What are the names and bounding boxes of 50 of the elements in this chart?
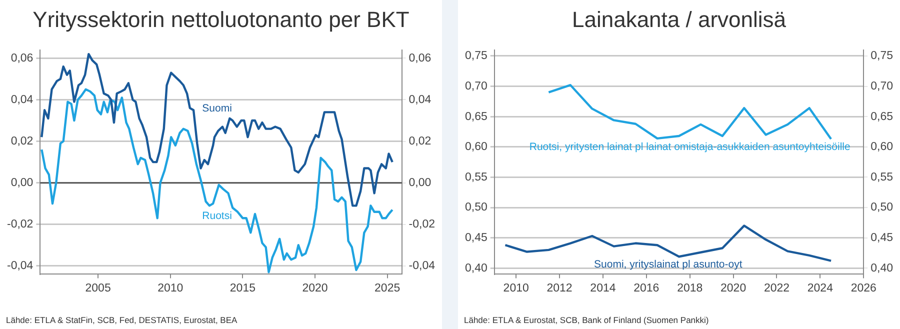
x-tick-label: 2025 (374, 282, 400, 294)
series-label: Ruotsi, yritysten lainat pl lainat omistaja-asukkaiden asuntoyhteisöille (529, 141, 851, 154)
y2-tick-label: 0,40 (870, 262, 894, 274)
y2-tick-label: 0,50 (870, 202, 894, 214)
y-tick-label: -0,04 (6, 260, 34, 272)
series-label: Suomi, yrityslainat pl asunto-oyt (594, 258, 742, 271)
x-tick-label: 2014 (590, 282, 616, 294)
x-tick-label: 2012 (546, 282, 572, 294)
y2-tick-label: 0,02 (408, 135, 432, 148)
text: Lähde: ETLA & Eurostat, SCB, Bank of Finland (Suomen Pankki) (464, 315, 709, 325)
y2-tick-label: 0,60 (870, 141, 894, 154)
y-tick-label: 0,06 (10, 52, 34, 64)
x-tick-label: 2010 (158, 282, 184, 294)
y2-tick-label: -0,02 (408, 218, 436, 231)
y-tick-label: 0,60 (464, 141, 488, 154)
x-tick-label: 2018 (677, 282, 703, 294)
y-tick-label: -0,02 (6, 218, 34, 231)
x-tick-label: 2026 (850, 282, 876, 294)
y2-tick-label: 0,06 (408, 52, 432, 64)
y2-tick-label: 0,70 (870, 80, 894, 92)
y-tick-label: 0,55 (464, 171, 488, 184)
y2-tick-label: 0,00 (408, 176, 432, 189)
x-tick-label: 2024 (807, 282, 834, 294)
y-tick-label: 0,65 (464, 110, 488, 123)
y-tick-label: 0,04 (10, 94, 34, 106)
series-label: Suomi (202, 102, 232, 115)
y2-tick-label: 0,65 (870, 110, 894, 123)
x-tick-label: 2020 (720, 282, 746, 294)
y2-tick-label: 0,45 (870, 232, 894, 244)
x-tick-label: 2005 (85, 282, 111, 294)
x-tick-label: 2015 (230, 282, 256, 294)
y-tick-label: 0,45 (464, 232, 488, 244)
y-tick-label: 0,00 (10, 176, 34, 189)
series-label: Ruotsi (202, 210, 232, 222)
chart-title: Yrityssektorin nettoluotonanto per BKT (32, 6, 410, 34)
x-tick-label: 2010 (503, 282, 529, 294)
y-tick-label: 0,02 (10, 135, 34, 148)
y-tick-label: 0,40 (464, 262, 488, 274)
x-tick-label: 2022 (764, 282, 790, 294)
y-tick-label: 0,50 (464, 202, 488, 214)
chart-title: Lainakanta / arvonlisä (570, 6, 788, 34)
y2-tick-label: 0,04 (408, 94, 432, 106)
x-tick-label: 2020 (302, 282, 328, 294)
y2-tick-label: 0,75 (870, 50, 894, 62)
x-tick-label: 2016 (634, 282, 660, 294)
y2-tick-label: 0,55 (870, 171, 894, 184)
y-tick-label: 0,70 (464, 80, 488, 92)
y-tick-label: 0,75 (464, 50, 488, 62)
y2-tick-label: -0,04 (408, 260, 436, 272)
text: Lähde: ETLA & StatFin, SCB, Fed, DESTATIS, Eurostat, BEA (6, 315, 238, 325)
